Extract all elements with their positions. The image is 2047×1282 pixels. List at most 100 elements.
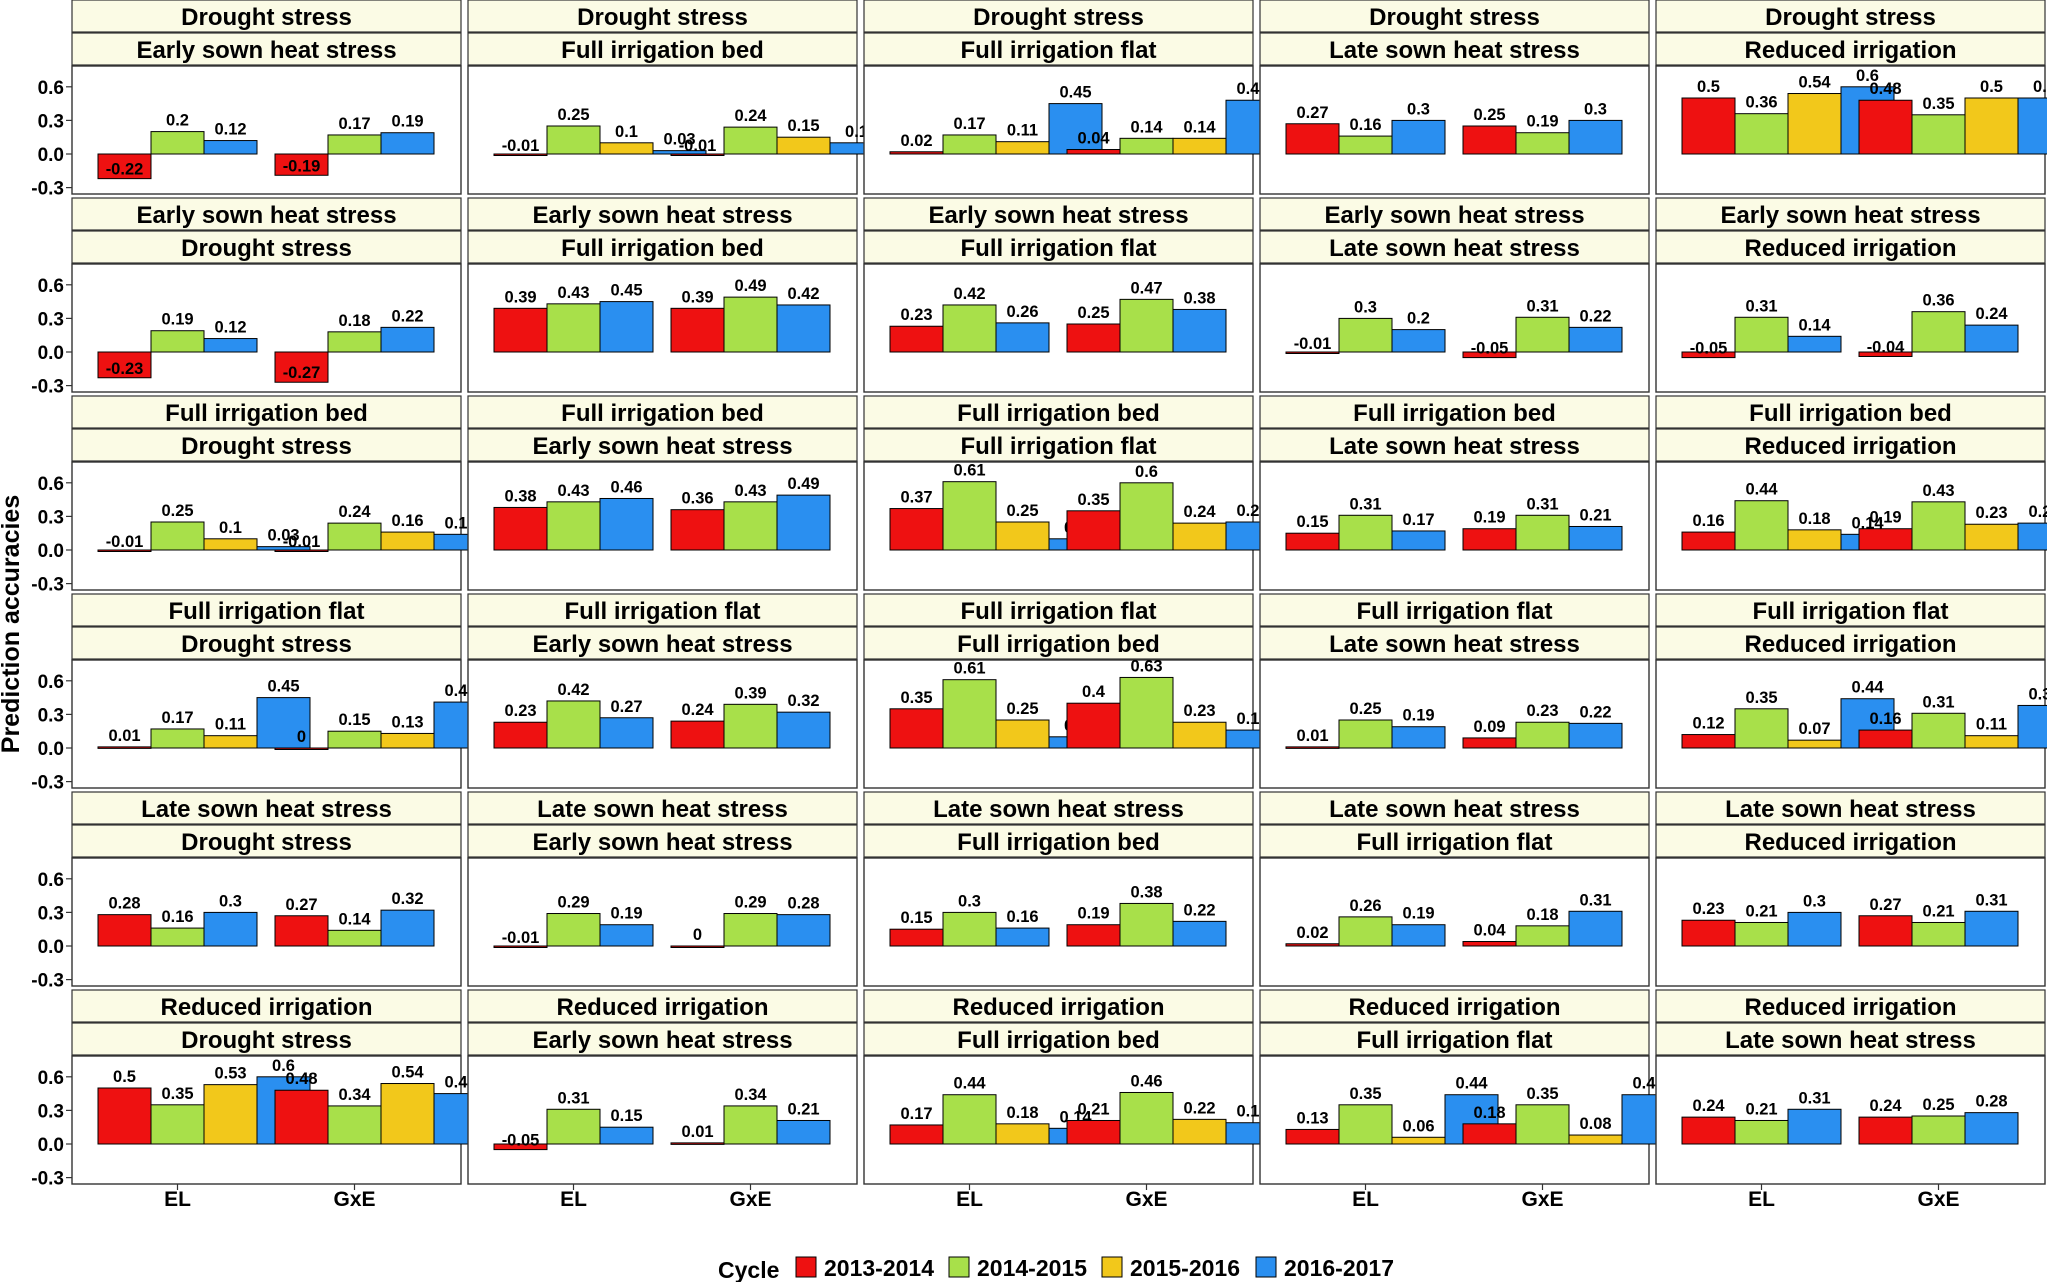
facet-panel: Late sown heat stress Early sown heat str…: [467, 791, 858, 987]
bar-el-2014-2015: [1338, 719, 1393, 749]
data-label: 0.36: [1922, 292, 1954, 310]
bar-gxe-2014-2015: [723, 703, 778, 749]
bar-gxe-2013-2014: [1858, 729, 1913, 749]
bar-gxe-2016-2017: [776, 304, 831, 353]
data-label: 0.5: [1980, 78, 2003, 96]
data-label: 0.3: [958, 892, 981, 910]
data-label: 0.19: [610, 905, 642, 923]
data-label: 0.11: [215, 716, 246, 734]
facet-strip-bottom: [467, 626, 858, 660]
bar-gxe-2014-2015: [723, 913, 778, 947]
data-label: -0.05: [1471, 340, 1509, 358]
bar-gxe-2013-2014: [274, 1089, 329, 1145]
facet-strip-top: [863, 791, 1254, 825]
bar-el-2014-2015: [1734, 500, 1789, 551]
bar-el-2014-2015: [546, 501, 601, 551]
data-label: 0.38: [504, 487, 536, 505]
data-label: -0.01: [106, 533, 144, 551]
bar-gxe-2013-2014: [274, 153, 329, 176]
facet-panel: Full irrigation flat Drought stress 0.01 0.…: [71, 593, 488, 789]
bar-gxe-2013-2014: [670, 307, 725, 353]
facet-label-late-sown-heat-stress: Late sown heat stress: [537, 796, 788, 823]
bar-el-2013-2014: [1681, 1116, 1736, 1145]
bar-el-2013-2014: [1681, 919, 1736, 947]
bar-gxe-2013-2014: [1462, 528, 1517, 551]
data-label: 0.46: [1130, 1072, 1162, 1090]
data-label: 0.19: [1869, 509, 1901, 527]
bar-gxe-2014-2015: [327, 522, 382, 551]
data-label: 0.24: [734, 107, 767, 125]
bar-el-2013-2014: [97, 351, 152, 379]
bar-gxe-2016-2017: [1964, 324, 2019, 353]
facet-strip-bottom: [863, 824, 1254, 858]
data-label: 0.1: [845, 123, 868, 141]
data-label: 0.3: [1407, 100, 1430, 118]
facet-strip-top: [1259, 989, 1650, 1023]
y-axis-title: Prediction accuracies: [0, 495, 25, 753]
bar-gxe-2016-2017: [1568, 722, 1623, 749]
bar-el-2014-2015: [942, 911, 997, 947]
facet-label-reduced-irrigation: Reduced irrigation: [1744, 994, 1956, 1021]
bar-el-2013-2014: [889, 508, 944, 551]
bar-el-2015-2016: [203, 735, 258, 749]
data-label: 0.31: [1349, 495, 1381, 513]
facet-label-reduced-irrigation: Reduced irrigation: [1744, 37, 1956, 64]
facet-strip-bottom: [467, 428, 858, 462]
data-label: 0.19: [1077, 905, 1109, 923]
facet-label-late-sown-heat-stress: Late sown heat stress: [933, 796, 1184, 823]
facet-strip-top: [71, 197, 462, 231]
facet-strip-top: [863, 197, 1254, 231]
facet-strip-top: [1655, 0, 2046, 33]
bar-gxe-2016-2017: [380, 909, 435, 947]
facet-strip-bottom: [863, 1022, 1254, 1056]
data-label: -0.01: [1294, 335, 1332, 353]
y-tick-label: 0.3: [38, 705, 64, 726]
bar-el-2014-2015: [150, 1104, 205, 1145]
bar-gxe-2013-2014: [1858, 351, 1913, 357]
facet-label-reduced-irrigation: Reduced irrigation: [1744, 235, 1956, 262]
data-label: 0.14: [1798, 316, 1831, 334]
facet-strip-bottom: [71, 230, 462, 264]
bar-el-2013-2014: [493, 506, 548, 551]
facet-panel: Early sown heat stress Full irrigation fl…: [863, 197, 1254, 393]
data-label: 0.09: [1473, 718, 1505, 736]
y-tick-label: 0.0: [38, 937, 64, 958]
facet-label-reduced-irrigation: Reduced irrigation: [1744, 631, 1956, 658]
bar-gxe-2014-2015: [1515, 925, 1570, 947]
data-label: -0.23: [106, 360, 144, 378]
bar-gxe-2014-2015: [1119, 137, 1174, 155]
facet-strip-top: [467, 197, 858, 231]
data-label: 0.2: [1407, 310, 1430, 328]
data-label: 0.15: [1296, 513, 1328, 531]
data-label: 0.21: [1579, 506, 1611, 524]
data-label: 0.22: [1183, 1099, 1215, 1117]
data-label: 0.49: [787, 475, 819, 493]
bar-gxe-2013-2014: [1066, 1119, 1121, 1145]
facet-strip-top: [467, 0, 858, 33]
bar-gxe-2014-2015: [327, 730, 382, 749]
data-label: 0.42: [953, 285, 985, 303]
bar-gxe-2015-2016: [1964, 735, 2019, 749]
bar-gxe-2014-2015: [1515, 514, 1570, 551]
x-tick-label: EL: [1748, 1188, 1775, 1211]
facet-strip-bottom: [467, 824, 858, 858]
facet-label-late-sown-heat-stress: Late sown heat stress: [141, 796, 392, 823]
data-label: 0.23: [504, 702, 536, 720]
data-label: 0.35: [1077, 491, 1109, 509]
facet-label-full-irrigation-flat: Full irrigation flat: [169, 598, 365, 625]
bar-gxe-2014-2015: [1119, 902, 1174, 947]
facet-strip-top: [71, 395, 462, 429]
bar-el-2014-2015: [150, 521, 205, 551]
y-tick-label: -0.3: [31, 377, 64, 398]
data-label: 0.37: [900, 489, 932, 507]
facet-panel: Drought stress Full irrigation flat 0.02 0.…: [863, 0, 1280, 195]
facet-label-reduced-irrigation: Reduced irrigation: [1348, 994, 1560, 1021]
facet-strip-top: [71, 0, 462, 33]
facet-strip-top: [71, 791, 462, 825]
facet-label-full-irrigation-flat: Full irrigation flat: [961, 433, 1157, 460]
bar-gxe-2014-2015: [1515, 132, 1570, 155]
facet-panel: Reduced irrigation Drought stress 0.5 0.35 0…: [71, 989, 488, 1185]
facet-label-early-sown-heat-stress: Early sown heat stress: [136, 37, 396, 64]
bar-gxe-2014-2015: [1911, 311, 1966, 353]
